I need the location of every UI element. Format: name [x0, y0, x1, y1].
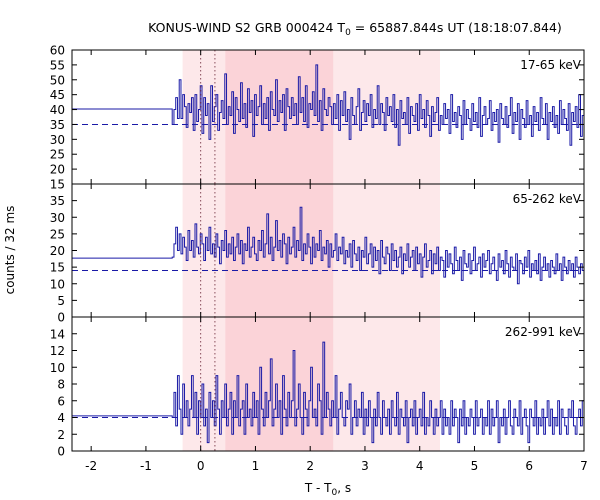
x-tick-label: 4 [416, 459, 424, 473]
x-axis-label-suffix: , s [337, 481, 351, 495]
x-axis-label-prefix: T - T [304, 481, 332, 495]
panel-3-lightcurve [72, 341, 584, 444]
y-tick-label: 0 [57, 311, 65, 325]
y-tick-label: 4 [57, 411, 65, 425]
panel-1-lightcurve [72, 64, 584, 146]
y-tick-label: 2 [57, 428, 65, 442]
x-tick-label: 3 [361, 459, 369, 473]
y-tick-label: 35 [50, 118, 65, 132]
chart-title-subscript: 0 [345, 28, 351, 38]
panel-1-energy-label: 17-65 keV [520, 58, 582, 72]
y-tick-label: 10 [50, 277, 65, 291]
y-tick-label: 25 [50, 227, 65, 241]
y-tick-label: 30 [50, 211, 65, 225]
x-axis-label-subscript: 0 [332, 488, 338, 498]
y-tick-label: 20 [50, 163, 65, 177]
panel-3-frame [71, 316, 585, 452]
chart-title-suffix: = 65887.844s UT (18:18:07.844) [351, 20, 562, 35]
y-tick-label: 8 [57, 378, 65, 392]
y-tick-label: 35 [50, 194, 65, 208]
x-tick-label: 5 [471, 459, 479, 473]
x-tick-label: 2 [306, 459, 314, 473]
y-tick-label: 60 [50, 44, 65, 58]
panel-3: 0 2 4 6 8 10 12 14 262-991 keV [50, 316, 585, 459]
y-tick-label: 0 [57, 445, 65, 459]
x-tick-label: 6 [525, 459, 533, 473]
y-tick-label: 6 [57, 394, 65, 408]
y-axis-label: counts / 32 ms [3, 206, 17, 295]
y-tick-label: 45 [50, 88, 65, 102]
y-tick-label: 25 [50, 148, 65, 162]
x-tick-label: -1 [140, 459, 152, 473]
y-tick-label: 15 [50, 178, 65, 192]
x-tick-label: 0 [197, 459, 205, 473]
y-tick-label: 10 [50, 361, 65, 375]
chart-title-prefix: KONUS-WIND S2 GRB 000424 T [148, 20, 345, 35]
x-tick-label: 7 [580, 459, 588, 473]
x-tick-label: 1 [252, 459, 260, 473]
y-tick-label: 55 [50, 58, 65, 72]
y-tick-label: 40 [50, 103, 65, 117]
y-tick-label: 12 [50, 344, 65, 358]
y-tick-label: 5 [57, 294, 65, 308]
x-tick-label: -2 [85, 459, 97, 473]
chart-title: KONUS-WIND S2 GRB 000424 T0 = 65887.844s… [148, 20, 562, 38]
y-tick-label: 30 [50, 133, 65, 147]
y-tick-label: 50 [50, 73, 65, 87]
y-tick-label: 14 [50, 327, 65, 341]
panel-3-energy-label: 262-991 keV [505, 325, 582, 339]
y-tick-label: 15 [50, 261, 65, 275]
y-tick-label: 20 [50, 244, 65, 258]
x-axis-label: T - T0, s [304, 481, 351, 498]
panel-2-energy-label: 65-262 keV [513, 192, 582, 206]
